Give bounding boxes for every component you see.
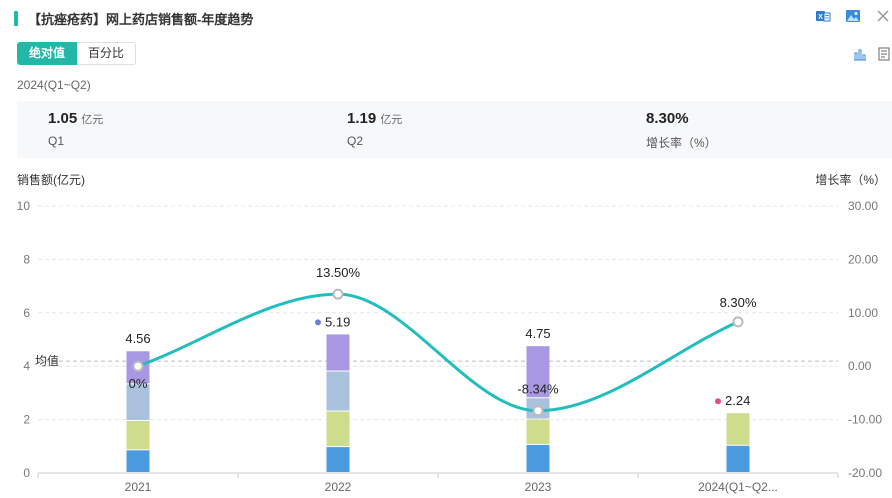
bar-chart-icon[interactable]: [852, 46, 868, 62]
summary-panel: 1.05 亿元 Q1 1.19 亿元 Q2 8.30% 增长率（%）: [17, 101, 892, 158]
bar-segment: [526, 444, 550, 472]
title-bar: 【抗痤疮药】网上药店销售额-年度趋势: [14, 8, 253, 28]
title-accent-bar: [14, 10, 18, 26]
series-dot-marker: [715, 398, 721, 405]
excel-icon[interactable]: X: [814, 7, 832, 25]
metric-q2-label: Q2: [347, 134, 364, 148]
metric-q2-value: 1.19: [347, 110, 377, 127]
bar-segment: [126, 420, 150, 450]
growth-point: [532, 405, 544, 417]
metric-growth-value: 8.30%: [646, 110, 689, 127]
y-tick-left: 6: [23, 306, 30, 320]
bar-segment: [326, 411, 350, 447]
metric-q1-label: Q1: [48, 134, 65, 148]
y-tick-left: 2: [23, 413, 30, 427]
left-axis-title: 销售额(亿元): [17, 173, 85, 187]
y-tick-left: 10: [17, 199, 31, 213]
close-icon[interactable]: [874, 7, 892, 25]
y-tick-right: 10.00: [848, 306, 878, 320]
growth-label: 0%: [129, 376, 148, 391]
x-tick-label: 2024(Q1~Q2...: [698, 480, 778, 494]
bar-segment: [726, 413, 750, 445]
bar-segment: [726, 445, 750, 472]
x-tick-label: 2022: [325, 480, 352, 494]
page-title: 【抗痤疮药】网上药店销售额-年度趋势: [28, 11, 254, 27]
period-label: 2024(Q1~Q2): [17, 78, 91, 92]
y-tick-right: 0.00: [848, 359, 872, 373]
metric-growth: 8.30% 增长率（%）: [646, 110, 717, 151]
view-toolbar: [844, 46, 892, 62]
growth-label: -8.34%: [517, 382, 559, 397]
total-label: 4.75: [525, 326, 550, 341]
metric-q2-unit: 亿元: [380, 114, 403, 126]
y-tick-right: 20.00: [848, 252, 878, 266]
bar-segment: [326, 371, 350, 411]
bar-segment: [126, 384, 150, 420]
metric-q1-unit: 亿元: [81, 114, 104, 126]
image-icon[interactable]: [844, 7, 862, 25]
bar-segment: [326, 334, 350, 371]
total-label: 2.24: [725, 393, 750, 408]
percent-button[interactable]: 百分比: [77, 42, 137, 65]
y-tick-left: 8: [23, 252, 30, 266]
growth-line: [137, 292, 739, 413]
y-tick-left: 0: [23, 466, 30, 480]
top-toolbar: X: [802, 7, 892, 25]
growth-point: [132, 360, 144, 372]
bar-segment: [326, 447, 350, 472]
right-axis-title: 增长率（%）: [815, 173, 886, 187]
bar-segment: [126, 450, 150, 472]
average-label: 均值: [35, 353, 59, 368]
x-tick-label: 2021: [125, 480, 152, 494]
growth-label: 8.30%: [720, 295, 757, 310]
value-mode-toggle: 绝对值 百分比: [17, 42, 137, 65]
document-icon[interactable]: [876, 46, 892, 62]
total-label: 4.56: [125, 331, 150, 346]
bar-segment: [526, 419, 550, 444]
bar-segment: [526, 346, 550, 398]
metric-growth-label: 增长率（%）: [646, 136, 717, 150]
total-label: 5.19: [325, 314, 350, 329]
metric-q1-value: 1.05: [48, 110, 78, 127]
absolute-value-button[interactable]: 绝对值: [17, 42, 78, 65]
metric-q1: 1.05 亿元 Q1: [48, 110, 103, 148]
y-tick-right: 30.00: [848, 199, 878, 213]
metric-q2: 1.19 亿元 Q2: [347, 110, 402, 148]
y-tick-right: -20.00: [848, 466, 882, 480]
growth-label: 13.50%: [316, 265, 361, 280]
series-dot-marker: [315, 319, 321, 326]
y-tick-left: 4: [23, 359, 30, 373]
svg-text:X: X: [818, 14, 823, 21]
x-tick-label: 2023: [525, 480, 552, 494]
y-tick-right: -10.00: [848, 413, 882, 427]
growth-point: [732, 316, 744, 328]
growth-point: [332, 288, 344, 300]
